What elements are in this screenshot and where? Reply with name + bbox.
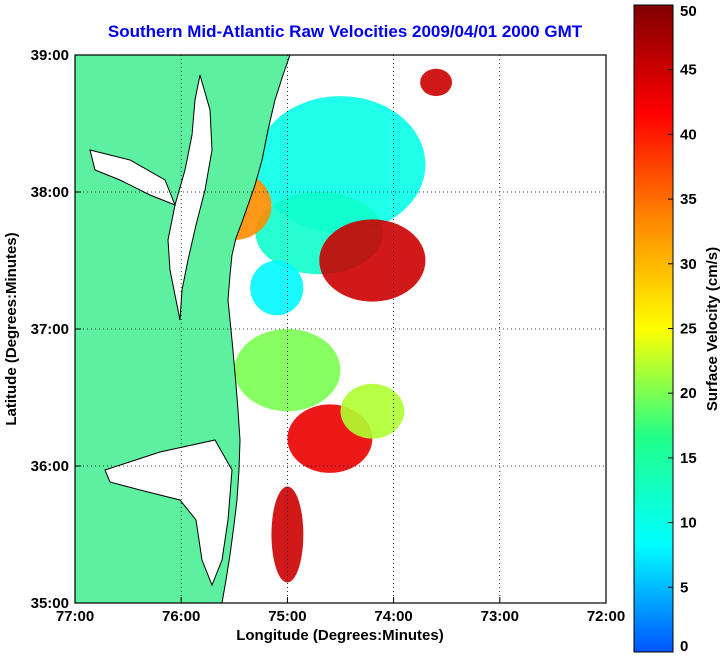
x-axis-label: Longitude (Degrees:Minutes) (236, 627, 444, 644)
velocity-region (234, 329, 341, 412)
x-axis-ticks: 77:00 76:00 75:00 74:00 73:00 72:00 (56, 597, 625, 625)
colorbar-tick-label: 30 (680, 256, 697, 273)
velocity-region (250, 260, 304, 316)
x-tick-label: 77:00 (56, 608, 94, 625)
y-tick-label: 37:00 (31, 321, 69, 338)
land-mass (75, 55, 291, 603)
colorbar-tick-label: 40 (680, 126, 697, 143)
velocity-field (197, 68, 453, 583)
velocity-region (271, 486, 304, 583)
colorbar-tick-label: 0 (680, 638, 688, 655)
x-tick-label: 76:00 (162, 608, 200, 625)
colorbar (633, 4, 674, 653)
x-tick-label: 75:00 (268, 608, 306, 625)
y-tick-label: 35:00 (31, 595, 69, 612)
colorbar-tick-label: 20 (680, 385, 697, 402)
x-tick-label: 74:00 (374, 608, 412, 625)
y-tick-label: 39:00 (31, 47, 69, 64)
y-axis-ticks: 35:00 36:00 37:00 38:00 39:00 (31, 47, 81, 612)
velocity-region (319, 219, 426, 302)
colorbar-tick-label: 25 (680, 321, 697, 338)
chart-title: Southern Mid-Atlantic Raw Velocities 200… (107, 22, 583, 41)
chesapeake-bay (167, 74, 213, 321)
colorbar-tick-label: 5 (680, 579, 688, 596)
colorbar-label: Surface Velocity (cm/s) (704, 247, 721, 411)
y-tick-label: 36:00 (31, 458, 69, 475)
y-tick-label: 38:00 (31, 184, 69, 201)
y-axis-label: Latitude (Degrees:Minutes) (3, 232, 20, 425)
x-tick-label: 72:00 (587, 608, 625, 625)
colorbar-tick-label: 45 (680, 62, 697, 79)
colorbar-tick-label: 50 (680, 3, 697, 20)
colorbar-tick-label: 10 (680, 515, 697, 532)
velocity-region (420, 68, 453, 97)
x-tick-label: 73:00 (481, 608, 519, 625)
colorbar-tick-label: 15 (680, 450, 697, 467)
pamlico-sound (104, 439, 233, 587)
grid (75, 55, 606, 603)
colorbar-ticks: 0 5 10 15 20 25 30 35 40 45 50 (668, 3, 697, 655)
colorbar-tick-label: 35 (680, 191, 697, 208)
velocity-region (340, 383, 405, 439)
bay-inlet (89, 149, 176, 206)
